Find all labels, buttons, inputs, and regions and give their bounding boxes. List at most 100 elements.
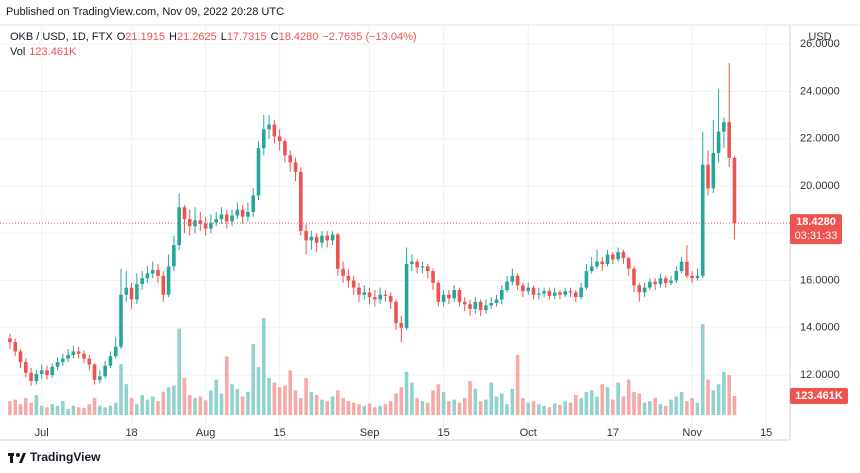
x-tick-label: Oct <box>520 427 537 439</box>
volume-bar <box>637 393 642 415</box>
volume-bar <box>351 402 356 415</box>
x-tick-label: 15 <box>760 427 772 439</box>
volume-bar <box>156 401 160 415</box>
candle-body <box>415 261 419 268</box>
volume-bar <box>722 371 726 415</box>
candle-body <box>55 362 60 367</box>
volume-bar <box>198 396 203 415</box>
volume-bar <box>8 401 12 415</box>
candle-body <box>314 236 319 243</box>
volume-bar <box>261 317 266 415</box>
candle-body <box>669 280 673 283</box>
candle-body <box>700 164 705 276</box>
candle-body <box>108 356 113 366</box>
candle-body <box>140 278 144 285</box>
volume-bar <box>29 402 33 415</box>
ohlc-key: C <box>271 31 279 43</box>
volume-bar <box>325 401 330 415</box>
candle-body <box>531 287 536 295</box>
volume-bar <box>616 382 620 415</box>
candle-body <box>473 301 478 309</box>
volume-bar <box>536 404 541 415</box>
volume-bar <box>621 396 626 415</box>
candle-body <box>637 285 642 293</box>
candle-body <box>214 219 218 223</box>
volume-bar <box>653 398 657 415</box>
volume-bar <box>13 399 18 415</box>
volume-bar <box>626 379 631 415</box>
volume-bar <box>531 401 536 415</box>
last-price-label: 18.4280 <box>796 216 836 228</box>
volume-bar <box>484 399 488 415</box>
candle-body <box>272 124 277 137</box>
candle-body <box>50 366 55 376</box>
volume-bar <box>251 344 256 415</box>
candle-body <box>447 294 451 299</box>
candle-body <box>246 212 250 217</box>
candle-body <box>404 264 409 328</box>
candle-body <box>394 301 398 324</box>
candle-body <box>574 292 578 298</box>
ohlc-value: 18.4280 <box>279 31 319 43</box>
volume-bar <box>690 398 694 415</box>
volume-bar <box>499 393 504 415</box>
symbol: OKB / USD, 1D, FTX <box>10 31 113 43</box>
volume-bar <box>494 396 499 415</box>
volume-bar <box>182 378 187 415</box>
volume-bar <box>82 408 86 415</box>
volume-bar <box>309 391 314 415</box>
candle-body <box>351 280 356 288</box>
volume-bar <box>45 407 49 415</box>
volume-bar <box>277 387 282 415</box>
volume-bar <box>489 382 493 415</box>
candle-body <box>283 141 287 156</box>
y-tick-label: 20.0000 <box>800 180 840 192</box>
candle-body <box>653 281 657 285</box>
volume-bar <box>600 384 605 415</box>
candle-body <box>536 293 541 295</box>
candle-body <box>563 291 568 295</box>
x-tick-label: Jul <box>35 427 49 439</box>
volume-bar <box>214 379 218 415</box>
candle-body <box>499 290 504 300</box>
volume-bar <box>558 404 562 415</box>
volume-bar <box>373 407 377 415</box>
volume-bar <box>124 384 129 415</box>
x-tick-label: Aug <box>196 427 216 439</box>
candle-body <box>145 273 150 279</box>
candle-body <box>172 245 176 267</box>
candle-body <box>600 261 605 264</box>
volume-bar <box>103 407 107 415</box>
logo-part <box>16 453 20 457</box>
candle-body <box>346 275 351 281</box>
y-tick-label: 24.0000 <box>800 85 840 97</box>
volume-bar <box>685 401 689 415</box>
candle-body <box>378 294 382 300</box>
ohlc-value: 21.2625 <box>177 31 217 43</box>
volume-bar <box>145 399 150 415</box>
volume-bar <box>378 405 382 415</box>
candle-body <box>135 284 139 300</box>
volume-bar <box>288 370 293 415</box>
volume-bar <box>473 388 478 415</box>
volume-key: Vol <box>10 46 25 58</box>
volume-bar <box>240 396 245 415</box>
candle-body <box>552 292 557 296</box>
candle-body <box>367 292 372 298</box>
candle-body <box>240 209 245 217</box>
volume-bar <box>457 402 462 415</box>
candle-body <box>293 162 298 172</box>
candle-body <box>515 275 520 286</box>
volume-bar <box>732 395 737 415</box>
volume-bar <box>209 390 213 415</box>
candles <box>8 63 737 386</box>
candle-body <box>727 122 731 158</box>
candle-body <box>124 287 129 295</box>
candle-body <box>510 275 515 282</box>
candle-body <box>156 269 160 276</box>
candle-body <box>61 358 65 363</box>
volume-bar <box>700 324 705 415</box>
volume-bar <box>584 391 589 415</box>
volume-bar <box>92 398 97 415</box>
candle-body <box>13 342 18 352</box>
